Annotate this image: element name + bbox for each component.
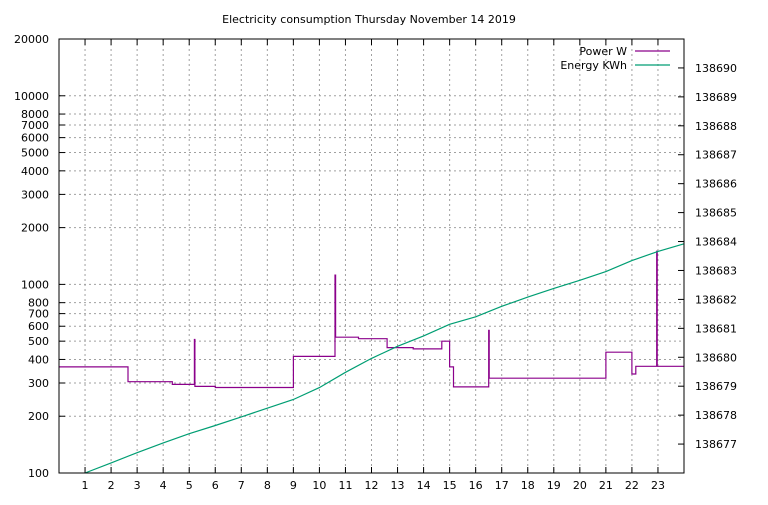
y2-tick-label: 138680	[695, 351, 737, 364]
chart-title: Electricity consumption Thursday Novembe…	[222, 13, 516, 26]
y2-tick-label: 138690	[695, 62, 737, 75]
y-tick-label: 300	[28, 377, 49, 390]
x-tick-label: 17	[495, 479, 509, 492]
x-tick-label: 3	[134, 479, 141, 492]
y-tick-label: 100	[28, 467, 49, 480]
y-tick-label: 1000	[21, 278, 49, 291]
y-tick-label: 8000	[21, 108, 49, 121]
series-layer	[59, 243, 685, 474]
series-line-power-w	[59, 250, 684, 389]
x-tick-label: 14	[417, 479, 431, 492]
x-tick-label: 5	[186, 479, 193, 492]
x-tick-label: 6	[212, 479, 219, 492]
y2-tick-label: 138679	[695, 380, 737, 393]
x-tick-label: 10	[312, 479, 326, 492]
y2-tick-label: 138689	[695, 91, 737, 104]
y2-tick-label: 138684	[695, 236, 737, 249]
x-tick-label: 2	[108, 479, 115, 492]
y-tick-label: 20000	[14, 33, 49, 46]
y2-tick-label: 138685	[695, 207, 737, 220]
y-tick-label: 800	[28, 297, 49, 310]
y-tick-label: 700	[28, 308, 49, 321]
x-tick-label: 20	[573, 479, 587, 492]
y-tick-label: 7000	[21, 119, 49, 132]
axis-layer: 1 2 3 4 5 6 7 8 9 10 11 12 13 14 15 16 17 18 19 20 21 22 23100…	[14, 33, 737, 492]
plot-frame	[58, 38, 685, 474]
x-tick-label: 22	[625, 479, 639, 492]
y2-tick-label: 138677	[695, 438, 737, 451]
y-tick-label: 3000	[21, 188, 49, 201]
y-tick-label: 4000	[21, 165, 49, 178]
x-tick-label: 11	[338, 479, 352, 492]
x-tick-label: 7	[238, 479, 245, 492]
x-tick-label: 21	[599, 479, 613, 492]
x-tick-label: 13	[391, 479, 405, 492]
x-tick-label: 23	[651, 479, 665, 492]
x-tick-label: 16	[469, 479, 483, 492]
x-tick-label: 15	[443, 479, 457, 492]
y2-tick-label: 138686	[695, 178, 737, 191]
y2-tick-label: 138682	[695, 293, 737, 306]
x-tick-label: 8	[264, 479, 271, 492]
series-line-energy-kwh	[84, 243, 685, 474]
y2-tick-label: 138681	[695, 322, 737, 335]
y2-tick-label: 138688	[695, 120, 737, 133]
legend-label: Energy KWh	[560, 59, 627, 72]
y-tick-label: 6000	[21, 132, 49, 145]
y-tick-label: 5000	[21, 147, 49, 160]
x-tick-label: 1	[82, 479, 89, 492]
y-tick-label: 600	[28, 320, 49, 333]
y-tick-label: 500	[28, 335, 49, 348]
x-tick-label: 12	[365, 479, 379, 492]
x-tick-label: 9	[290, 479, 297, 492]
y-tick-label: 400	[28, 353, 49, 366]
y2-tick-label: 138678	[695, 409, 737, 422]
legend-label: Power W	[579, 45, 627, 58]
y-tick-label: 10000	[14, 90, 49, 103]
y2-tick-label: 138687	[695, 149, 737, 162]
grid-layer	[59, 39, 684, 473]
y-tick-label: 200	[28, 410, 49, 423]
y-tick-label: 2000	[21, 222, 49, 235]
y2-tick-label: 138683	[695, 264, 737, 277]
x-tick-label: 4	[160, 479, 167, 492]
x-tick-label: 18	[521, 479, 535, 492]
x-tick-label: 19	[547, 479, 561, 492]
